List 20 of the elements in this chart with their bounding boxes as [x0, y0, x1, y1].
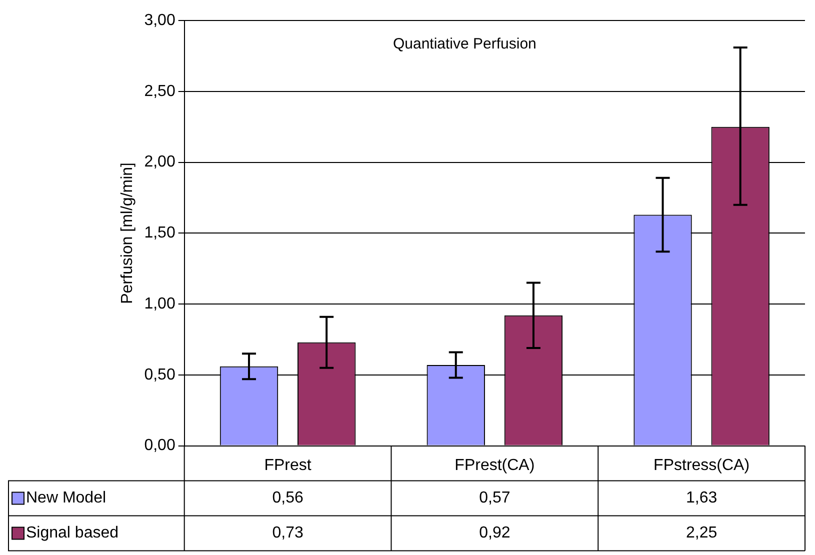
y-tick-label: 0,50	[144, 366, 176, 384]
legend-label: Signal based	[26, 524, 119, 542]
y-tick-label: 2,50	[144, 82, 176, 100]
data-label: 2,25	[686, 524, 718, 542]
x-tick-label: FPrest(CA)	[454, 456, 535, 474]
y-tick-label: 3,00	[144, 12, 176, 30]
data-label: 0,57	[479, 490, 510, 507]
y-tick-label: 0,00	[144, 437, 176, 454]
data-label: 0,92	[479, 524, 510, 542]
legend-label: New Model	[26, 490, 106, 507]
text: Quantiative Perfusion	[392, 36, 536, 53]
data-label: 1,63	[686, 490, 718, 507]
y-tick-label: 1,50	[144, 224, 176, 242]
y-tick-label: 1,00	[144, 295, 176, 312]
data-label: 0,73	[272, 524, 304, 542]
y-axis-title: Perfusion [ml/g/min]	[119, 162, 136, 304]
y-tick-label: 2,00	[144, 154, 176, 171]
x-tick-label: FPrest	[264, 456, 312, 474]
x-tick-label: FPstress(CA)	[654, 456, 750, 474]
data-label: 0,56	[272, 490, 304, 507]
